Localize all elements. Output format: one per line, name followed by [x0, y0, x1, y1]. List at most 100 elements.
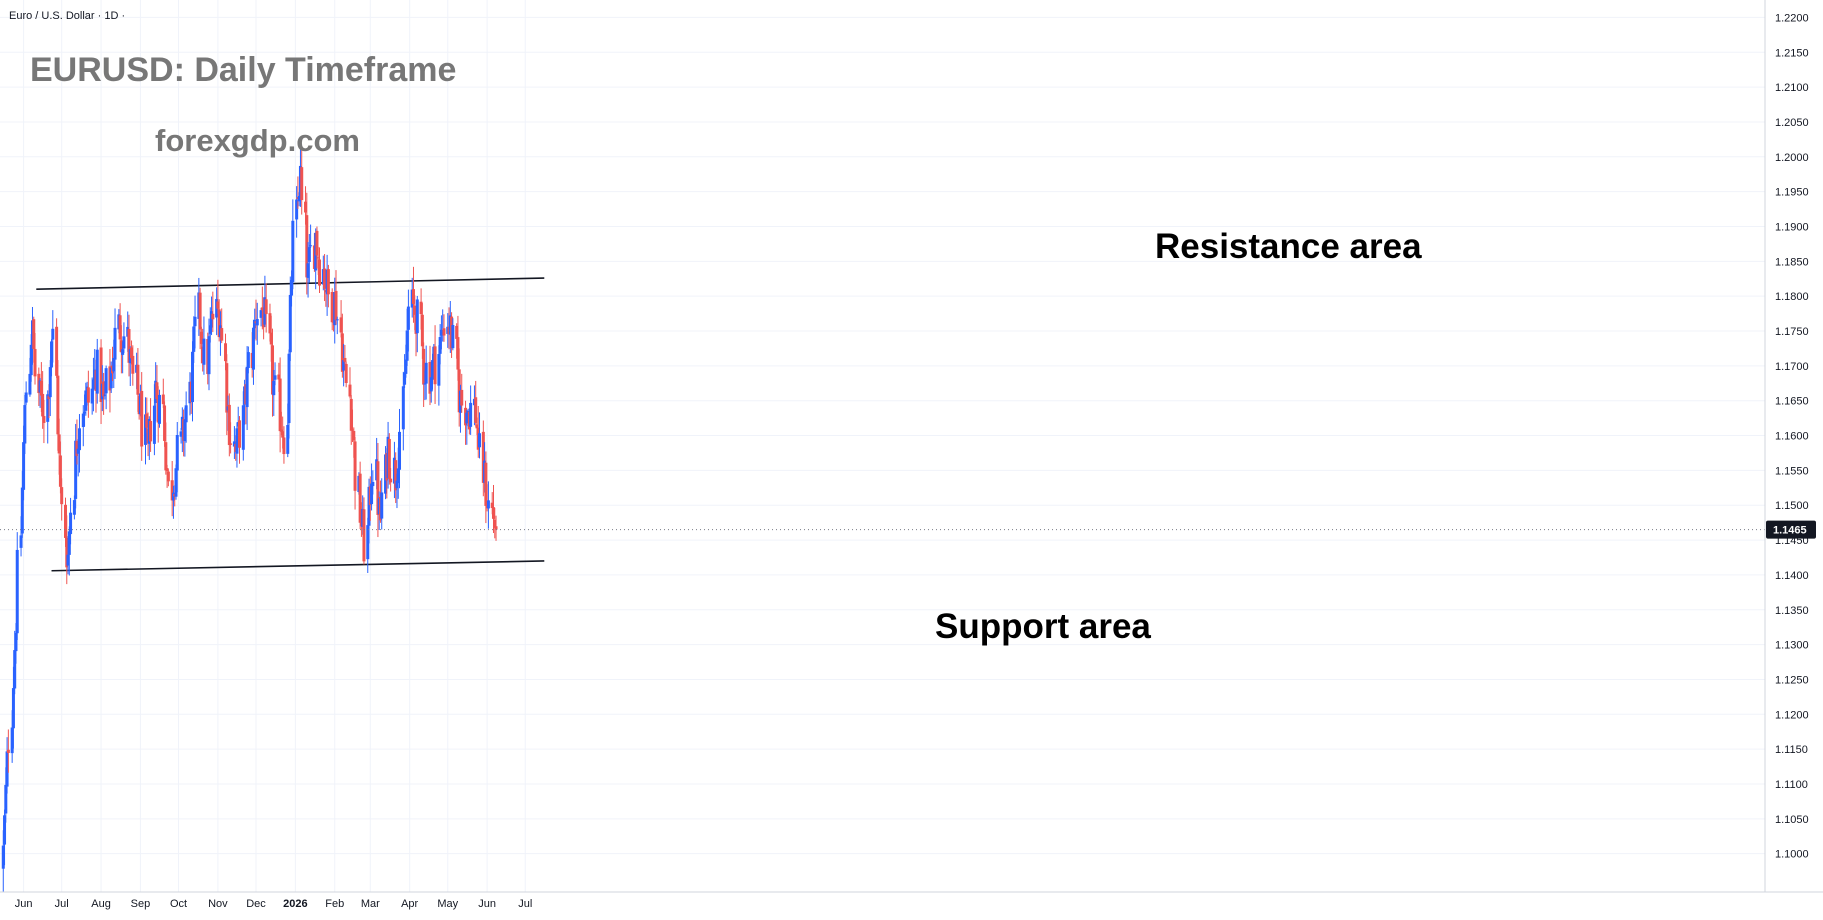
candle-body — [22, 442, 26, 490]
candle-body — [419, 301, 423, 315]
candle-body — [286, 424, 290, 454]
candle-body — [406, 306, 410, 330]
candle-body — [358, 473, 362, 523]
candle-body — [469, 402, 473, 427]
candlestick-series — [1, 148, 498, 892]
candle-body — [287, 353, 291, 424]
candle-body — [57, 434, 61, 454]
candle-body — [251, 327, 255, 370]
candle-body — [1, 845, 5, 869]
time-tick-label: Oct — [170, 898, 187, 910]
candle-body — [255, 319, 259, 326]
candle-body — [451, 325, 455, 349]
candle-body — [42, 416, 46, 423]
candle-body — [404, 359, 408, 374]
candle-body — [121, 349, 125, 355]
candle-body — [229, 443, 233, 445]
candle-body — [81, 413, 85, 428]
candle-body — [282, 437, 286, 455]
candle-body — [140, 390, 144, 447]
candle-body — [19, 535, 23, 548]
candle-body — [3, 815, 7, 845]
time-tick-label: Jun — [478, 898, 496, 910]
candle-body — [113, 327, 117, 360]
price-axis[interactable]: 1.1000 1.1050 1.1100 1.1150 1.1200 1.1250 1.13… — [1764, 0, 1816, 892]
candle-body — [179, 431, 183, 437]
candle-body — [174, 468, 178, 497]
candle-body — [10, 727, 14, 754]
candle-body — [387, 438, 391, 479]
candle-body — [20, 487, 24, 534]
candle-body — [161, 394, 165, 405]
candle-body — [305, 215, 309, 278]
time-axis[interactable]: Jun Jul Aug Sep Oct Nov Dec 2026 Feb Mar Apr May Jun… — [0, 891, 1823, 910]
candle-body — [295, 199, 299, 220]
candle-body — [23, 405, 27, 444]
time-tick-label: Apr — [401, 898, 418, 910]
price-tick-label: 1.1250 — [1775, 674, 1809, 686]
candle-body — [486, 500, 490, 509]
candle-body — [306, 263, 310, 278]
symbol-header[interactable]: Euro / U.S. Dollar · 1D · — [9, 10, 125, 22]
candle-body — [348, 384, 352, 397]
candle-body — [119, 340, 123, 353]
price-tick-label: 1.1600 — [1775, 431, 1809, 443]
candle-body — [164, 442, 168, 471]
candle-body — [175, 435, 179, 471]
candle-body — [424, 362, 428, 384]
candle-body — [389, 478, 393, 483]
candle-body — [370, 483, 374, 505]
candle-body — [339, 317, 343, 333]
candle-body — [272, 381, 276, 396]
chart-title: EURUSD: Daily Timeframe — [30, 51, 456, 89]
candle-body — [104, 368, 108, 394]
candle-body — [323, 268, 327, 289]
candle-body — [227, 404, 231, 446]
candle-body — [55, 326, 59, 376]
candle-body — [208, 325, 212, 334]
candle-body — [225, 363, 229, 413]
resistance-area-label: Resistance area — [1155, 227, 1422, 266]
candle-body — [352, 430, 356, 441]
candle-body — [371, 481, 375, 487]
candle-body — [41, 393, 45, 417]
candle-body — [259, 310, 263, 318]
candle-body — [246, 352, 250, 368]
candle-body — [291, 220, 295, 283]
candle-body — [395, 480, 399, 489]
candle-body — [343, 357, 347, 362]
candle-body — [220, 328, 224, 341]
site-watermark: forexgdp.com — [155, 123, 360, 158]
candle-body — [362, 509, 366, 562]
candle-body — [136, 364, 140, 395]
candle-body — [269, 332, 273, 345]
candle-body — [475, 424, 479, 429]
candle-body — [478, 433, 482, 448]
candle-body — [309, 245, 313, 247]
candle-body — [122, 336, 126, 349]
candle-body — [149, 420, 153, 442]
support-area-label: Support area — [935, 607, 1151, 646]
candle-body — [29, 344, 33, 376]
candle-body — [334, 290, 338, 321]
candle-body — [58, 455, 62, 487]
candle-body — [456, 337, 460, 370]
candle-body — [95, 349, 99, 394]
candle-body — [75, 440, 79, 456]
candle-body — [232, 441, 236, 447]
candle-body — [431, 360, 435, 380]
candle-body — [351, 429, 355, 431]
candle-body — [112, 357, 116, 372]
candle-body — [403, 372, 407, 385]
candle-body — [131, 355, 135, 374]
support-trendline[interactable] — [51, 560, 545, 572]
chart-grid — [0, 0, 1765, 892]
candle-body — [127, 329, 131, 363]
candle-body — [423, 383, 427, 385]
candle-body — [433, 346, 437, 385]
candle-body — [484, 462, 488, 506]
candle-body — [326, 269, 330, 295]
candle-body — [46, 394, 50, 422]
candle-body — [56, 375, 60, 435]
